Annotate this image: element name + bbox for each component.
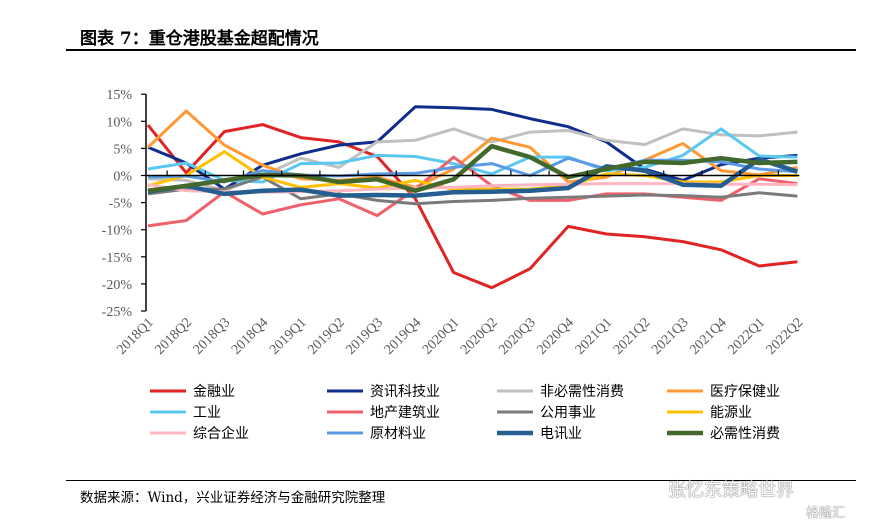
legend-item: 工业 — [150, 405, 221, 421]
x-tick-label: 2021Q4 — [687, 315, 730, 358]
series-line-4 — [146, 109, 798, 189]
y-tick-label: -20% — [102, 278, 133, 293]
x-tick-label: 2018Q4 — [229, 315, 272, 358]
x-tick-label: 2020Q1 — [420, 315, 463, 358]
legend-label: 资讯科技业 — [370, 384, 440, 400]
legend-item: 公用事业 — [497, 405, 596, 421]
x-tick-label: 2018Q1 — [114, 315, 157, 358]
x-tick-label: 2019Q3 — [344, 315, 387, 358]
y-tick-label: -10% — [102, 224, 133, 239]
y-tick-label: 10% — [106, 115, 132, 130]
legend-item: 地产建筑业 — [327, 405, 440, 421]
y-tick-label: 5% — [113, 142, 132, 157]
x-tick-label: 2021Q2 — [611, 315, 654, 358]
series-line-2 — [147, 105, 798, 191]
legend-label: 医疗保健业 — [710, 384, 780, 400]
legend-label: 非必需性消费 — [540, 384, 624, 400]
x-tick-label: 2019Q1 — [267, 315, 310, 358]
legend-label: 能源业 — [710, 405, 752, 421]
legend-item: 金融业 — [150, 384, 235, 400]
legend-item: 非必需性消费 — [497, 384, 624, 400]
legend-item: 资讯科技业 — [327, 384, 440, 400]
legend-item: 综合企业 — [150, 425, 249, 442]
legend-label: 工业 — [193, 405, 221, 421]
watermark-brand: 格隆汇 — [806, 506, 846, 521]
legend-label: 必需性消费 — [710, 426, 780, 442]
legend-item: 能源业 — [667, 405, 752, 421]
figure-title: 图表 7：重仓港股基金超配情况 — [80, 29, 319, 49]
legend-label: 原材料业 — [370, 426, 426, 442]
y-tick-label: 15% — [106, 88, 132, 103]
y-tick-label: -25% — [102, 305, 133, 320]
data-source-note: 数据来源：Wind，兴业证券经济与金融研究院整理 — [80, 490, 386, 506]
legend-label: 金融业 — [193, 384, 235, 400]
legend-item: 原材料业 — [327, 426, 426, 442]
series-line-5 — [147, 127, 798, 184]
footer-divider — [66, 480, 856, 481]
x-tick-label: 2020Q3 — [496, 315, 539, 358]
legend-label: 地产建筑业 — [370, 405, 440, 421]
x-tick-label: 2018Q2 — [153, 315, 196, 358]
series-line-7 — [147, 175, 798, 206]
legend-label: 电讯业 — [540, 426, 582, 442]
y-tick-label: -5% — [109, 197, 133, 212]
x-tick-label: 2022Q2 — [764, 315, 807, 358]
x-tick-label: 2021Q1 — [573, 315, 616, 358]
watermark-text: 张忆东策略世界 — [668, 480, 794, 501]
legend-label: 综合企业 — [193, 425, 249, 442]
x-tick-label: 2019Q2 — [305, 315, 348, 358]
x-tick-label: 2021Q3 — [649, 315, 692, 358]
y-tick-label: 0% — [113, 170, 132, 185]
legend-item: 必需性消费 — [667, 426, 780, 442]
x-tick-label: 2018Q3 — [191, 315, 234, 358]
legend-label: 公用事业 — [540, 405, 596, 421]
legend-item: 电讯业 — [497, 426, 582, 442]
x-tick-label: 2019Q4 — [382, 315, 425, 358]
series-line-11 — [147, 156, 799, 198]
series-line-1 — [146, 123, 798, 290]
x-tick-label: 2020Q4 — [535, 315, 578, 358]
title-divider — [66, 49, 856, 51]
y-tick-label: -15% — [102, 251, 133, 266]
x-tick-label: 2020Q2 — [458, 315, 501, 358]
x-tick-label: 2022Q1 — [726, 315, 769, 358]
legend-item: 医疗保健业 — [667, 384, 780, 400]
